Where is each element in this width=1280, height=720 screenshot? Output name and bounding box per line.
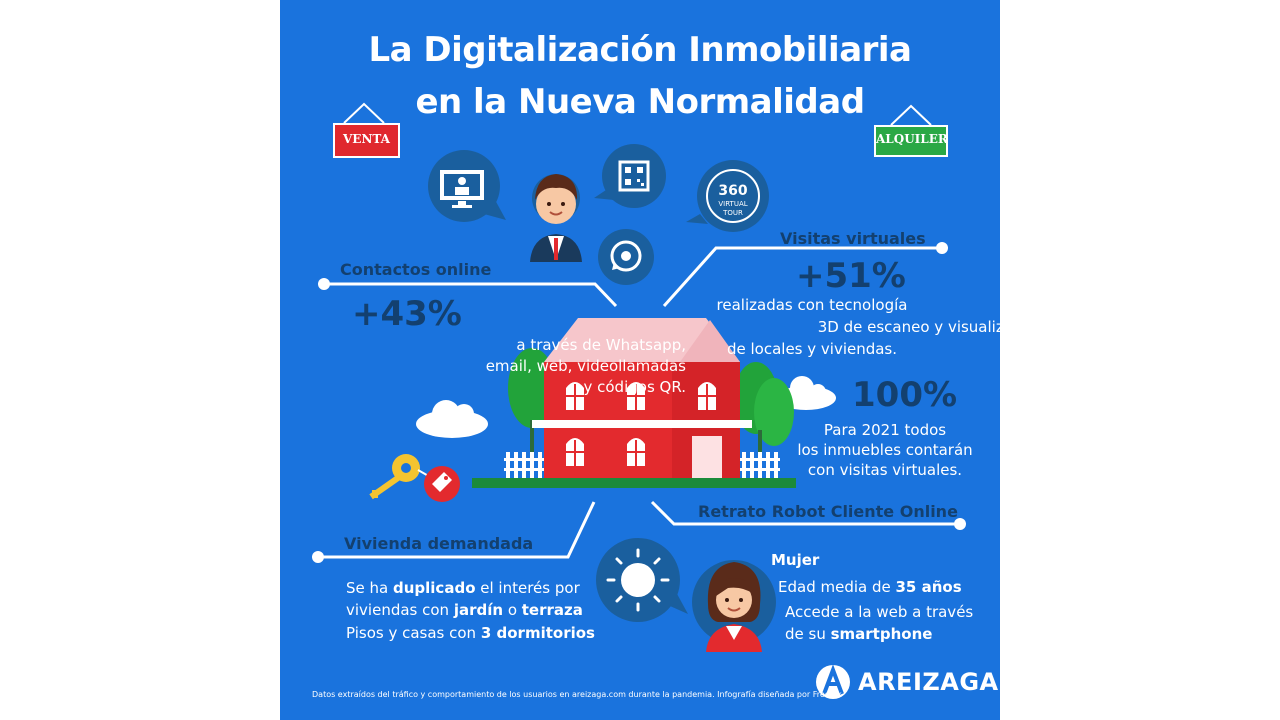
profile-web-text: de su xyxy=(785,625,831,643)
price-tag-icon xyxy=(424,466,460,502)
infographic-artwork xyxy=(312,102,966,699)
profile-web-line-1: Accede a la web a través xyxy=(785,603,974,621)
demand-line-2: viviendas con jardín o terraza xyxy=(346,601,583,619)
profile-heading: Retrato Robot Cliente Online xyxy=(698,502,958,521)
sale-sign: VENTA xyxy=(333,123,400,158)
visits-line-3: de locales y viviendas. xyxy=(726,340,898,358)
profile-age: Edad media de 35 años xyxy=(778,580,962,595)
sale-sign-string xyxy=(343,102,385,124)
profile-web-line-2: de su smartphone xyxy=(785,627,932,642)
qr-code-icon xyxy=(594,144,666,208)
male-agent-avatar xyxy=(530,174,582,262)
tour-virtual-text: VIRTUAL xyxy=(718,200,748,208)
rent-sign-string xyxy=(890,104,932,126)
contacts-line-1: a través de Whatsapp, xyxy=(516,336,686,354)
profile-age-value: 35 años xyxy=(895,578,962,596)
contacts-stat: +43% xyxy=(352,294,462,334)
female-client-avatar xyxy=(692,560,776,652)
visits-connector xyxy=(662,246,942,308)
visits-line-1: realizadas con tecnología xyxy=(716,296,908,314)
visits-line-2: 3D de escaneo y visualización xyxy=(817,318,1000,336)
contacts-line-2: email, web, videollamadas xyxy=(485,357,686,375)
tour-360-number: 360 xyxy=(718,183,748,199)
infographic: La Digitalización Inmobiliaria en la Nue… xyxy=(280,0,1000,720)
house-keys-icon xyxy=(369,454,433,500)
forecast-line-2: los inmuebles contarán xyxy=(797,441,973,459)
forecast-stat: 100% xyxy=(852,375,958,415)
fence-left xyxy=(504,452,544,478)
sun-icon xyxy=(596,538,688,622)
brand-name: AREIZAGA xyxy=(858,668,999,696)
visits-stat: +51% xyxy=(796,256,906,296)
demand-line-1: Se ha duplicado el interés por xyxy=(346,579,580,597)
videocall-icon xyxy=(428,150,506,222)
rent-sign: ALQUILER xyxy=(874,125,948,157)
house-illustration xyxy=(472,318,796,488)
visits-dot xyxy=(936,242,948,254)
contacts-line-3: y códigos QR. xyxy=(583,378,686,396)
house-door xyxy=(692,436,722,478)
cloud-icon xyxy=(416,400,488,438)
whatsapp-icon xyxy=(598,229,654,285)
virtual-tour-360-icon xyxy=(686,160,769,232)
demand-heading: Vivienda demandada xyxy=(344,534,534,553)
profile-age-text: Edad media de xyxy=(778,578,896,596)
connector-dots xyxy=(312,242,966,563)
page-title-line2: en la Nueva Normalidad xyxy=(415,82,865,122)
forecast-line-3: con visitas virtuales. xyxy=(807,461,963,479)
contacts-dot xyxy=(318,278,330,290)
profile-connector xyxy=(650,500,960,526)
connector-lines xyxy=(318,246,960,559)
visits-heading: Visitas virtuales xyxy=(780,229,926,248)
demand-dot xyxy=(312,551,324,563)
tour-text: TOUR xyxy=(723,209,743,217)
page-title-line1: La Digitalización Inmobiliaria xyxy=(368,30,912,70)
forecast-line-1: Para 2021 todos xyxy=(823,421,947,439)
profile-gender: Mujer xyxy=(771,551,820,569)
footer-note: Datos extraídos del tráfico y comportami… xyxy=(312,690,842,699)
profile-web-device: smartphone xyxy=(830,625,933,643)
fence-right xyxy=(740,452,780,478)
contacts-heading: Contactos online xyxy=(340,260,492,279)
profile-dot xyxy=(954,518,966,530)
contacts-connector xyxy=(324,282,618,308)
areizaga-logo-icon xyxy=(816,664,850,699)
demand-line-3: Pisos y casas con 3 dormitorios xyxy=(346,624,595,642)
demand-connector xyxy=(318,501,596,559)
